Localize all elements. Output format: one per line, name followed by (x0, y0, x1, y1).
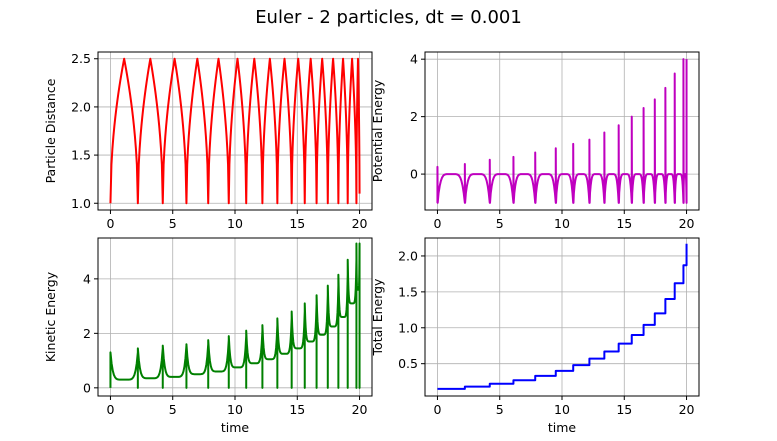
series-line (436, 58, 688, 204)
y-tick-label: 1.0 (398, 320, 418, 335)
x-tick-label: 20 (352, 216, 368, 231)
y-tick-label: 1.5 (398, 284, 418, 299)
y-tick-label: 0.5 (398, 356, 418, 371)
x-tick-label: 20 (679, 402, 695, 417)
x-tick-label: 10 (227, 402, 243, 417)
y-tick-label: 1.0 (71, 196, 91, 211)
subplot-4: 0 5 10 15 20 0.5 1.0 1.5 2.0 time Total Energy (370, 237, 700, 435)
y-tick-label: 0 (83, 380, 91, 395)
y-tick-label: 4 (83, 271, 91, 286)
x-tick-label: 20 (679, 216, 695, 231)
y-axis-label: Kinetic Energy (43, 271, 58, 362)
x-tick-label: 15 (616, 216, 632, 231)
x-tick-label: 5 (169, 402, 177, 417)
x-tick-label: 15 (616, 402, 632, 417)
y-tick-label: 2.0 (71, 99, 91, 114)
subplot-2: 0 5 10 15 20 0 2 4 Potential Energy (370, 51, 700, 231)
x-tick-label: 15 (289, 402, 305, 417)
x-tick-label: 20 (352, 402, 368, 417)
y-tick-label: 2 (83, 326, 91, 341)
y-tick-label: 2 (410, 109, 418, 124)
x-tick-label: 10 (554, 216, 570, 231)
x-tick-label: 10 (554, 402, 570, 417)
series-line (109, 57, 361, 205)
x-tick-label: 5 (169, 216, 177, 231)
y-tick-label: 1.5 (71, 148, 91, 163)
series-line (437, 243, 688, 390)
x-tick-label: 0 (106, 402, 114, 417)
figure-title: Euler - 2 particles, dt = 0.001 (255, 7, 522, 28)
y-axis-label: Total Energy (370, 278, 385, 357)
y-tick-label: 2.0 (398, 248, 418, 263)
subplot-1: 0 5 10 15 20 1.0 1.5 2.0 2.5 Particle Distance (43, 51, 373, 231)
x-tick-label: 0 (433, 402, 441, 417)
y-axis-label: Potential Energy (370, 79, 385, 182)
x-axis-label: time (221, 420, 250, 435)
series-line (109, 242, 361, 389)
y-axis-label: Particle Distance (43, 78, 58, 183)
subplot-3: 0 5 10 15 20 0 2 4 time Kinetic Energy (43, 237, 373, 435)
y-tick-label: 0 (410, 167, 418, 182)
x-tick-label: 15 (289, 216, 305, 231)
x-tick-label: 0 (433, 216, 441, 231)
x-axis-label: time (548, 420, 577, 435)
x-tick-label: 0 (106, 216, 114, 231)
y-tick-label: 4 (410, 52, 418, 67)
y-tick-label: 2.5 (71, 51, 91, 66)
x-tick-label: 5 (496, 216, 504, 231)
x-tick-label: 5 (496, 402, 504, 417)
x-tick-label: 10 (227, 216, 243, 231)
